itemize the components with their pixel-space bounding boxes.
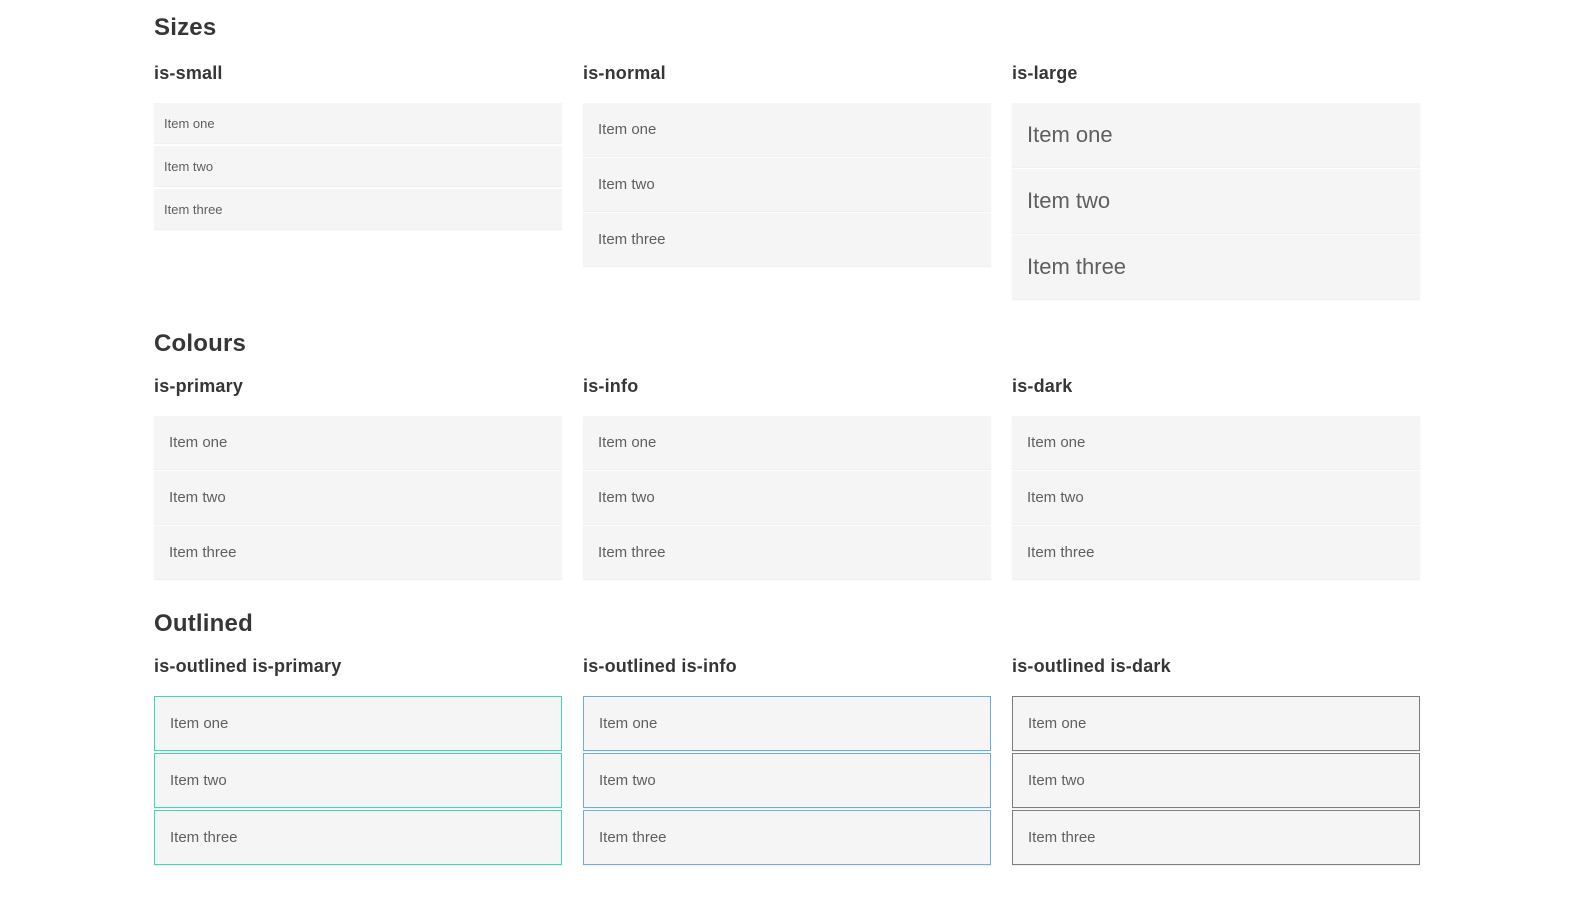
list-item: Item one [583,103,991,156]
group-label-is-normal: is-normal [583,63,666,83]
list-item: Item two [154,753,562,808]
list-item: Item one [1012,103,1420,167]
list-group-is-normal: is-normal Item one Item two Item three [583,42,991,268]
section-sizes: Sizes is-small Item one Item two Item th… [154,13,1420,301]
group-label-is-info: is-info [583,376,639,396]
group-label-outlined-dark: is-outlined is-dark [1012,656,1171,676]
group-label-is-small: is-small [154,63,223,83]
section-title-outlined: Outlined [154,610,253,637]
list-item: Item two [154,146,562,186]
group-label-outlined-primary: is-outlined is-primary [154,656,342,676]
section-title-colours: Colours [154,330,247,357]
list-item: Item one [1012,416,1420,469]
section-outlined: Outlined is-outlined is-primary Item one… [154,609,1420,867]
list-item: Item one [154,103,562,143]
sizes-grid: is-small Item one Item two Item three is… [154,42,1420,301]
component-demo-page: Sizes is-small Item one Item two Item th… [154,0,1420,867]
list-item: Item three [154,526,562,579]
block-list-primary: Item one Item two Item three [154,416,562,579]
block-list-info: Item one Item two Item three [583,416,991,579]
group-label-is-dark: is-dark [1012,376,1073,396]
block-list-large: Item one Item two Item three [1012,103,1420,299]
list-group-is-large: is-large Item one Item two Item three [1012,42,1420,301]
group-label-is-primary: is-primary [154,376,244,396]
list-group-outlined-dark: is-outlined is-dark Item one Item two It… [1012,638,1420,867]
group-label-outlined-info: is-outlined is-info [583,656,737,676]
list-group-is-dark: is-dark Item one Item two Item three [1012,358,1420,581]
list-item: Item three [583,810,991,865]
list-group-is-small: is-small Item one Item two Item three [154,42,562,232]
list-item: Item two [1012,753,1420,808]
list-item: Item three [583,213,991,266]
list-item: Item three [1012,526,1420,579]
block-list-outlined-primary: Item one Item two Item three [154,696,562,865]
list-item: Item two [583,158,991,211]
block-list-small: Item one Item two Item three [154,103,562,229]
section-colours: Colours is-primary Item one Item two Ite… [154,329,1420,581]
list-item: Item two [583,471,991,524]
block-list-dark: Item one Item two Item three [1012,416,1420,579]
list-item: Item two [154,471,562,524]
outlined-grid: is-outlined is-primary Item one Item two… [154,638,1420,867]
list-item: Item three [1012,810,1420,865]
list-group-is-info: is-info Item one Item two Item three [583,358,991,581]
list-item: Item one [154,696,562,751]
list-item: Item two [1012,471,1420,524]
list-item: Item one [1012,696,1420,751]
list-item: Item two [1012,169,1420,233]
list-item: Item one [154,416,562,469]
block-list-outlined-info: Item one Item two Item three [583,696,991,865]
list-item: Item one [583,696,991,751]
list-item: Item three [1012,235,1420,299]
list-item: Item two [583,753,991,808]
section-title-sizes: Sizes [154,14,217,41]
list-group-is-primary: is-primary Item one Item two Item three [154,358,562,581]
group-label-is-large: is-large [1012,63,1078,83]
list-item: Item three [154,189,562,229]
colours-grid: is-primary Item one Item two Item three … [154,358,1420,581]
list-item: Item three [583,526,991,579]
block-list-outlined-dark: Item one Item two Item three [1012,696,1420,865]
list-group-outlined-info: is-outlined is-info Item one Item two It… [583,638,991,867]
list-item: Item three [154,810,562,865]
list-item: Item one [583,416,991,469]
list-group-outlined-primary: is-outlined is-primary Item one Item two… [154,638,562,867]
block-list-normal: Item one Item two Item three [583,103,991,266]
